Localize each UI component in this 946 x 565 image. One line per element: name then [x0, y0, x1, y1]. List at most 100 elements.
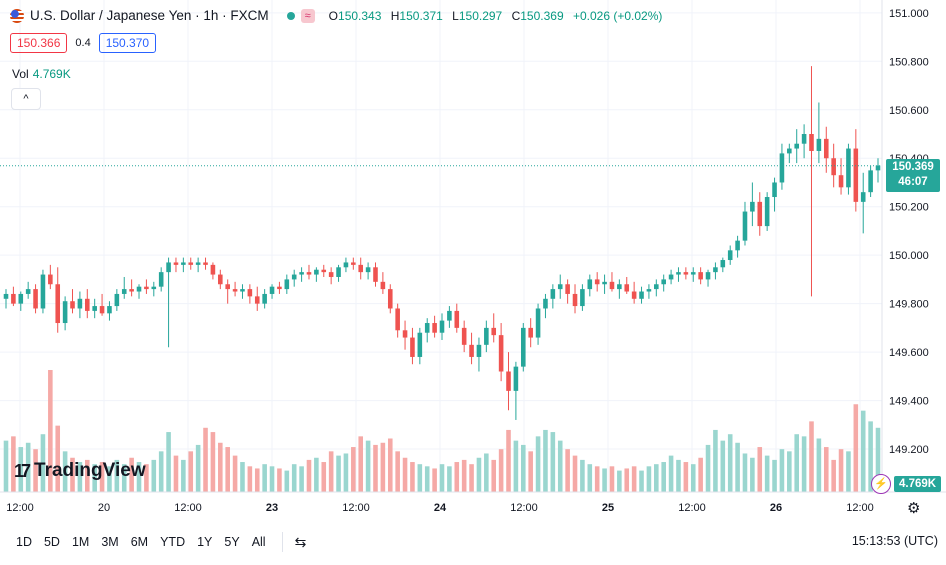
range-3m-button[interactable]: 3M — [101, 535, 119, 549]
candle-body — [269, 286, 275, 294]
candle — [831, 143, 836, 188]
candle-body — [55, 284, 61, 324]
volume-bar — [787, 451, 792, 492]
candle-body — [321, 269, 327, 273]
candle — [144, 279, 149, 294]
buy-button[interactable]: 150.370 — [98, 33, 157, 53]
candle — [336, 264, 341, 282]
volume-value: 4.769K — [32, 67, 71, 81]
price-chart[interactable]: 151.000150.800150.600150.400150.200150.0… — [0, 0, 946, 527]
price-axis[interactable]: 151.000150.800150.600150.400150.200150.0… — [0, 0, 946, 493]
candle — [779, 143, 785, 190]
collapse-legend-button[interactable]: ^ — [11, 88, 41, 110]
candle — [380, 272, 386, 294]
range-1y-button[interactable]: 1Y — [197, 535, 213, 549]
volume-bar — [166, 432, 171, 492]
volume-bar — [380, 442, 386, 492]
candle-body — [18, 293, 24, 304]
candle-body — [654, 284, 659, 290]
range-6m-button[interactable]: 6M — [130, 535, 149, 549]
candle-body — [277, 286, 282, 290]
open-value: 150.343 — [338, 8, 382, 23]
candle — [114, 289, 120, 311]
utc-clock[interactable]: 15:13:53 (UTC) — [851, 534, 938, 548]
range-all-button[interactable]: All — [251, 535, 266, 549]
range-ytd-button[interactable]: YTD — [160, 535, 186, 549]
candle — [683, 267, 689, 280]
candle — [668, 269, 674, 285]
volume-bar — [70, 457, 75, 492]
candle — [11, 286, 16, 307]
range-1d-button[interactable]: 1D — [16, 535, 32, 549]
time-tick-label: 23 — [266, 502, 278, 514]
chevron-up-icon: ^ — [23, 93, 29, 105]
volume-bar — [801, 436, 807, 492]
volume-bar — [158, 451, 164, 492]
candle-body — [557, 284, 563, 290]
go-to-date-icon[interactable]: ⇆ — [294, 533, 307, 550]
data-delay-badge[interactable]: ≈ — [300, 8, 315, 23]
candle-body — [683, 272, 689, 275]
volume-bar — [631, 466, 637, 492]
volume-bar — [395, 451, 400, 492]
candle — [639, 286, 644, 304]
candle — [454, 303, 460, 333]
candle-body — [580, 289, 585, 307]
candle-body — [306, 272, 312, 275]
time-tick-label: 12:00 — [846, 502, 874, 514]
candle-body — [565, 284, 570, 294]
candle-body — [218, 274, 223, 285]
tradingview-logo[interactable]: 17 TradingView — [14, 460, 146, 482]
volume-bar — [846, 451, 851, 492]
volume-bar — [210, 432, 216, 492]
volume-bar — [557, 440, 563, 492]
volume-bar — [513, 440, 519, 492]
volume-bar — [461, 459, 467, 492]
time-tick-label: 12:00 — [510, 502, 538, 514]
candle-body — [299, 272, 304, 275]
candle-body — [114, 293, 120, 307]
volume-bar — [55, 425, 61, 492]
symbol-title[interactable]: U.S. Dollar / Japanese Yen · 1h · FXCM — [30, 8, 269, 23]
candle — [129, 279, 134, 297]
volume-bar — [129, 457, 134, 492]
candle-body — [136, 286, 142, 292]
candle-body — [543, 298, 548, 309]
candle-body — [779, 153, 785, 183]
volume-bar — [387, 438, 393, 492]
volume-bar — [683, 462, 689, 492]
candle — [816, 102, 822, 164]
candle — [447, 306, 452, 328]
volume-bar — [218, 442, 223, 492]
candle-body — [351, 262, 356, 265]
volume-bar — [661, 462, 666, 492]
candle — [498, 323, 504, 382]
volume-bar — [410, 462, 415, 492]
candle — [195, 257, 201, 273]
volume-bar — [550, 432, 556, 492]
lightning-icon[interactable]: ⚡ — [871, 474, 891, 494]
candle — [631, 281, 637, 304]
volume-bar — [498, 449, 504, 492]
candle — [181, 257, 186, 273]
candle — [602, 274, 607, 294]
volume-bar — [343, 453, 349, 492]
volume-label: Vol — [12, 67, 29, 81]
time-axis[interactable]: 12:00 20 12:00 23 12:00 24 12:00 25 12:00 26 12:00 — [6, 502, 874, 514]
candle — [550, 284, 556, 309]
time-tick-label: 12:00 — [6, 502, 34, 514]
market-open-status-icon[interactable] — [286, 11, 295, 20]
chart-settings-gear-icon[interactable]: ⚙ — [907, 500, 921, 517]
volume-bar — [225, 447, 230, 492]
range-5y-button[interactable]: 5Y — [224, 535, 240, 549]
sell-button[interactable]: 150.366 — [10, 33, 68, 53]
candle-body — [402, 330, 408, 338]
candle — [210, 262, 216, 280]
candle — [18, 291, 24, 311]
candle — [587, 274, 593, 297]
candle-body — [476, 344, 482, 357]
range-1m-button[interactable]: 1M — [71, 535, 90, 549]
volume-bar — [336, 455, 341, 492]
range-5d-button[interactable]: 5D — [43, 535, 60, 549]
candle — [247, 284, 253, 304]
